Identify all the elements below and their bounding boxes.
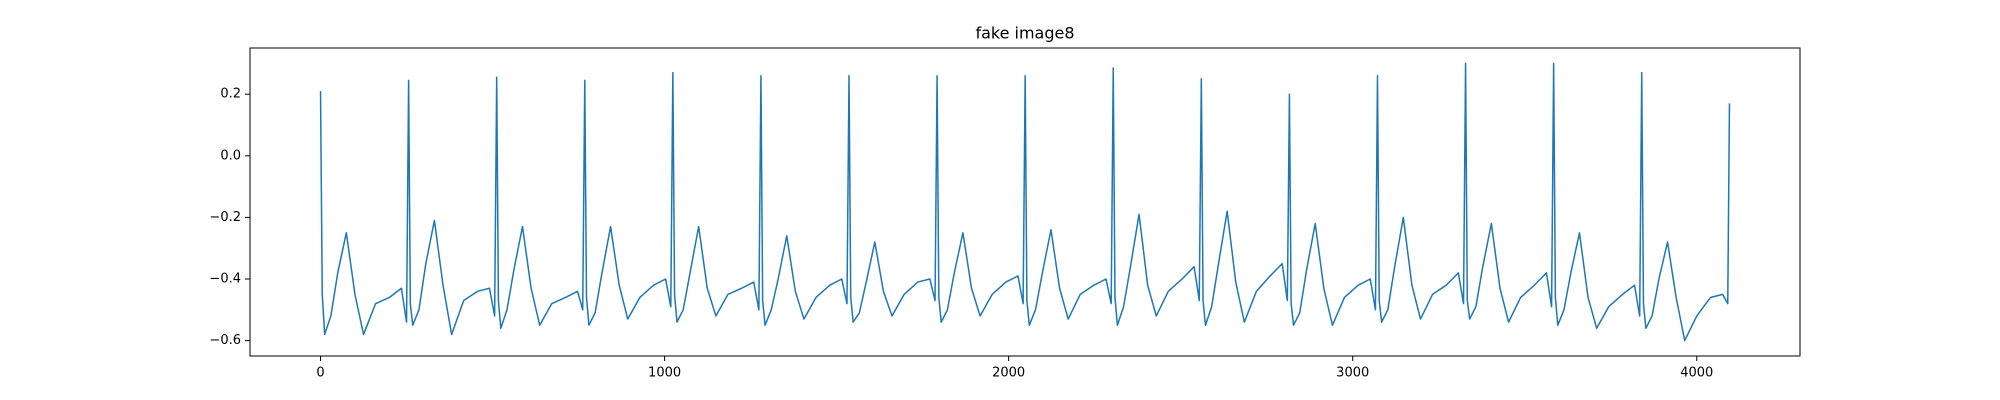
x-tick-label: 2000 bbox=[992, 366, 1025, 381]
x-tick-label: 1000 bbox=[648, 366, 681, 381]
chart-title: fake image8 bbox=[975, 24, 1074, 43]
y-tick-label: −0.2 bbox=[209, 210, 241, 225]
data-line bbox=[319, 62, 1731, 342]
x-tick-label: 3000 bbox=[1336, 366, 1369, 381]
axes-frame bbox=[249, 47, 1801, 357]
y-tick-label: −0.4 bbox=[209, 272, 241, 287]
x-tick-label: 4000 bbox=[1680, 366, 1713, 381]
y-tick-label: −0.6 bbox=[209, 333, 241, 348]
y-tick-label: 0.2 bbox=[220, 87, 241, 102]
y-tick-label: 0.0 bbox=[220, 148, 241, 163]
x-tick-label: 0 bbox=[316, 366, 324, 381]
